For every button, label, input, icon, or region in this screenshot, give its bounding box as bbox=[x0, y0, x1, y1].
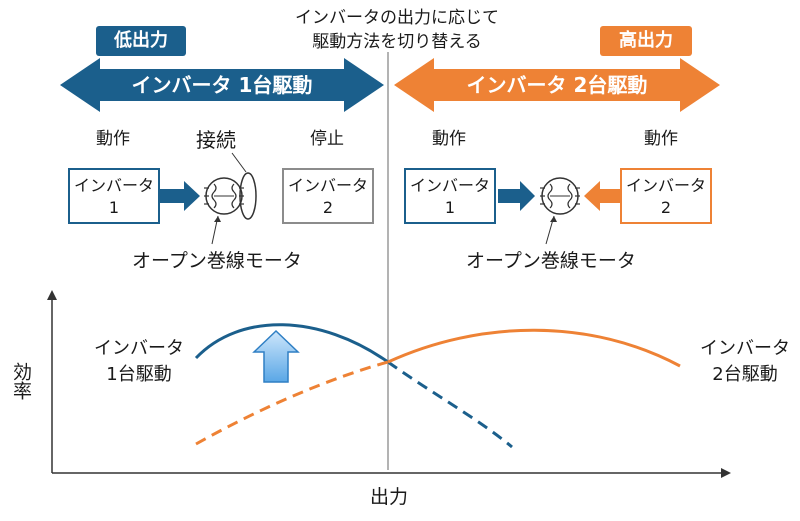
curve-single-inverter-solid bbox=[194, 323, 389, 364]
low-inverter2-state: 停止 bbox=[310, 129, 344, 149]
curve-single-inverter-label: インバータ 1台駆動 bbox=[84, 336, 194, 388]
low-inverter1-name: インバータ bbox=[73, 176, 154, 195]
header-description: インバータの出力に応じて 駆動方法を切り替える bbox=[282, 6, 512, 54]
y-axis-label: 効率 bbox=[10, 362, 32, 400]
curve-dual-inverter-dashed bbox=[195, 360, 389, 446]
x-axis-label: 出力 bbox=[370, 486, 409, 508]
low-motor-icon bbox=[204, 177, 244, 215]
high-inverter2-number: 2 bbox=[660, 198, 672, 217]
low-inverter1-number: 1 bbox=[108, 198, 120, 217]
connection-ellipse bbox=[239, 172, 257, 220]
high-inverter2-state: 動作 bbox=[644, 129, 678, 149]
high-motor-label: オープン巻線モータ bbox=[466, 250, 636, 272]
high-inverter1-name: インバータ bbox=[409, 176, 490, 195]
curve-dual-inverter-solid bbox=[387, 328, 681, 368]
high-inverter1-box: インバータ 1 bbox=[404, 168, 496, 224]
curve-single-inverter-label-line1: インバータ bbox=[94, 338, 184, 359]
high-inverter1-state: 動作 bbox=[432, 129, 466, 149]
high-output-badge: 高出力 bbox=[600, 26, 692, 56]
low-output-double-arrow bbox=[60, 58, 384, 112]
high-motor-icon bbox=[540, 177, 580, 215]
low-inverter1-box: インバータ 1 bbox=[68, 168, 160, 224]
high-inverter1-to-motor-arrow bbox=[498, 181, 535, 211]
high-output-double-arrow bbox=[394, 58, 720, 112]
connection-label: 接続 bbox=[196, 128, 236, 152]
header-description-line2: 駆動方法を切り替える bbox=[312, 32, 482, 52]
efficiency-up-arrow bbox=[252, 329, 300, 383]
high-inverter1-number: 1 bbox=[444, 198, 456, 217]
header-description-line1: インバータの出力に応じて bbox=[295, 8, 499, 28]
low-inverter1-to-motor-arrow bbox=[160, 181, 200, 211]
low-output-badge: 低出力 bbox=[96, 26, 186, 56]
connection-leader-line bbox=[231, 152, 247, 173]
curve-single-inverter-dashed bbox=[387, 360, 513, 449]
curve-single-inverter-label-line2: 1台駆動 bbox=[106, 364, 172, 385]
curve-dual-inverter-label: インバータ 2台駆動 bbox=[690, 336, 800, 388]
low-inverter2-name: インバータ bbox=[287, 176, 368, 195]
curve-dual-inverter-label-line2: 2台駆動 bbox=[712, 364, 778, 385]
low-inverter1-state: 動作 bbox=[96, 129, 130, 149]
high-inverter2-name: インバータ bbox=[625, 176, 706, 195]
low-motor-label: オープン巻線モータ bbox=[132, 250, 302, 272]
low-output-arrow-label: インバータ 1台駆動 bbox=[131, 73, 313, 97]
high-inverter2-box: インバータ 2 bbox=[620, 168, 712, 224]
low-inverter2-box: インバータ 2 bbox=[282, 168, 374, 224]
high-inverter2-to-motor-arrow bbox=[584, 181, 620, 211]
low-inverter2-number: 2 bbox=[322, 198, 334, 217]
curve-dual-inverter-label-line1: インバータ bbox=[700, 338, 790, 359]
high-output-arrow-label: インバータ 2台駆動 bbox=[466, 73, 648, 97]
